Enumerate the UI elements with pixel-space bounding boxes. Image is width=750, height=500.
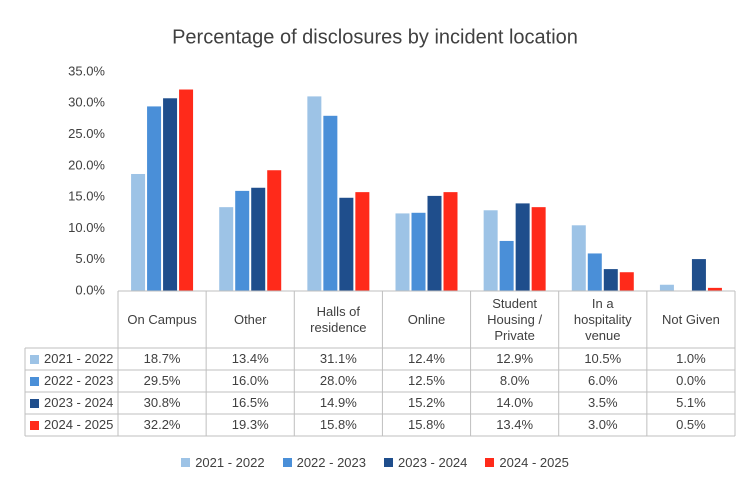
legend-key	[30, 354, 39, 364]
bar	[427, 195, 442, 291]
data-label: 14.0%	[496, 395, 534, 410]
bar	[659, 284, 674, 291]
data-label: 6.0%	[587, 373, 618, 388]
bar	[179, 89, 194, 292]
legend-key	[30, 398, 39, 408]
legend-label: 2024 - 2025	[499, 455, 569, 470]
bar	[571, 225, 586, 291]
bar	[707, 287, 722, 291]
row-header: 2022 - 2023	[25, 370, 118, 392]
data-label: 31.1%	[319, 351, 357, 366]
bar	[499, 240, 514, 291]
chart-title: Percentage of disclosures by incident lo…	[172, 26, 578, 48]
data-label: 30.8%	[143, 395, 181, 410]
legend-item: 2022 - 2023	[282, 455, 366, 470]
category-label: In a hospitality venue	[573, 295, 632, 343]
bar	[483, 210, 498, 291]
bar	[147, 106, 162, 292]
category-label: Halls of residence	[310, 303, 367, 335]
legend-swatch	[384, 458, 393, 467]
bar	[235, 190, 250, 291]
data-label: 10.5%	[584, 351, 622, 366]
bar	[587, 253, 602, 291]
bar	[603, 269, 618, 291]
row-label: 2022 - 2023	[44, 373, 114, 388]
data-label: 0.5%	[676, 417, 706, 432]
bar	[251, 187, 266, 291]
bar	[531, 207, 546, 291]
y-tick-label: 35.0%	[68, 63, 105, 78]
data-label: 13.4%	[496, 417, 534, 432]
row-header: 2021 - 2022	[25, 348, 118, 370]
legend: 2021 - 2022 2022 - 2023 2023 - 2024 2024 - …	[0, 455, 750, 470]
data-label: 19.3%	[231, 417, 269, 432]
data-label: 8.0%	[499, 373, 530, 388]
data-label: 14.9%	[319, 395, 357, 410]
legend-item: 2021 - 2022	[181, 455, 265, 470]
bar	[691, 259, 706, 291]
data-label: 15.2%	[408, 395, 445, 410]
data-label: 5.1%	[676, 395, 706, 410]
data-label: 0.0%	[676, 373, 706, 388]
data-label: 32.2%	[143, 417, 181, 432]
data-label: 18.7%	[143, 351, 181, 366]
data-label: 3.5%	[587, 395, 618, 410]
data-label: 15.8%	[408, 417, 445, 432]
row-label: 2021 - 2022	[44, 351, 114, 366]
category-label: Student Housing / Private	[487, 295, 543, 343]
legend-label: 2021 - 2022	[195, 455, 265, 470]
legend-swatch	[485, 458, 495, 467]
legend-key	[30, 376, 39, 386]
bar	[323, 115, 338, 291]
y-tick-label: 20.0%	[68, 157, 105, 172]
bar	[515, 203, 530, 291]
bar	[307, 96, 322, 291]
data-label: 12.4%	[408, 351, 445, 366]
y-tick-label: 25.0%	[68, 126, 105, 141]
data-label: 13.4%	[231, 351, 269, 366]
row-header: 2023 - 2024	[25, 392, 118, 414]
legend-item: 2024 - 2025	[485, 455, 569, 470]
data-label: 3.0%	[587, 417, 618, 432]
bar	[267, 170, 282, 291]
bar	[219, 207, 234, 291]
category-label: Other	[233, 311, 267, 327]
legend-swatch	[282, 458, 292, 467]
data-label: 28.0%	[319, 373, 357, 388]
y-tick-label: 30.0%	[68, 95, 105, 110]
legend-label: 2023 - 2024	[398, 455, 468, 470]
y-tick-label: 10.0%	[68, 220, 105, 235]
category-label: Not Given	[662, 311, 720, 327]
data-label: 15.8%	[319, 417, 357, 432]
data-label: 12.5%	[408, 373, 445, 388]
data-label: 16.5%	[231, 395, 269, 410]
category-label: On Campus	[127, 311, 197, 327]
legend-swatch	[181, 458, 191, 467]
bar	[443, 192, 458, 291]
data-label: 16.0%	[231, 373, 269, 388]
legend-item: 2023 - 2024	[384, 455, 467, 470]
bar	[411, 212, 426, 291]
data-label: 1.0%	[676, 351, 706, 366]
row-header: 2024 - 2025	[25, 414, 118, 436]
data-label: 12.9%	[496, 351, 534, 366]
legend-label: 2022 - 2023	[296, 455, 366, 470]
row-label: 2023 - 2024	[44, 395, 114, 410]
bar	[355, 192, 370, 291]
bar	[163, 98, 178, 291]
y-tick-label: 15.0%	[68, 189, 105, 204]
category-label: Online	[407, 311, 446, 327]
legend-key	[30, 420, 39, 430]
y-tick-label: 0.0%	[75, 282, 105, 297]
data-label: 29.5%	[143, 373, 181, 388]
y-tick-label: 5.0%	[75, 251, 105, 266]
bar	[339, 197, 354, 291]
bar	[619, 272, 634, 291]
bar	[395, 213, 410, 291]
bar	[131, 173, 146, 291]
row-label: 2024 - 2025	[44, 417, 114, 432]
